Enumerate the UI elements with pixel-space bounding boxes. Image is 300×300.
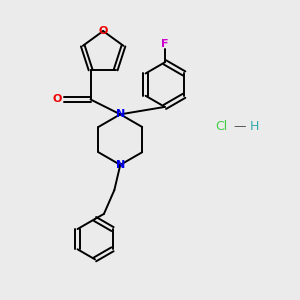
Text: Cl: Cl bbox=[215, 120, 227, 133]
Text: F: F bbox=[161, 40, 169, 50]
Text: O: O bbox=[52, 94, 62, 104]
Text: —: — bbox=[233, 120, 245, 133]
Text: O: O bbox=[98, 26, 108, 36]
Text: H: H bbox=[249, 120, 259, 133]
Text: N: N bbox=[116, 109, 125, 119]
Text: N: N bbox=[116, 160, 125, 170]
